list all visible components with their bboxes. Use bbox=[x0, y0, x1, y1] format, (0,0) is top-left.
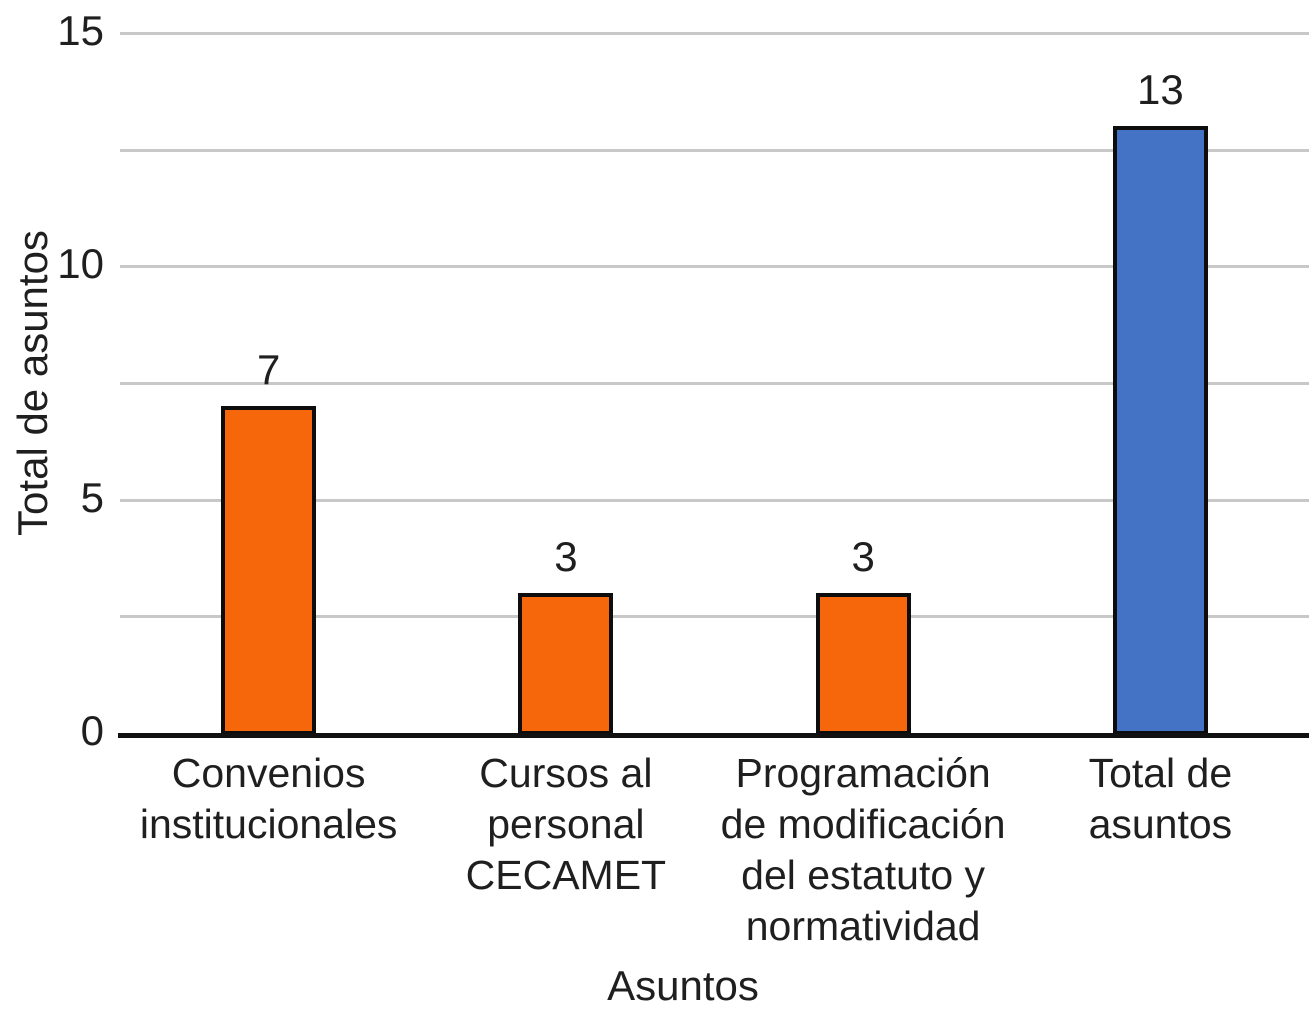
bar-value-label: 13 bbox=[1137, 66, 1184, 113]
bar-0 bbox=[221, 406, 316, 735]
bar-1 bbox=[518, 593, 613, 735]
category-label: Programación de modificación del estatuto … bbox=[683, 748, 1043, 952]
category-label: Total de asuntos bbox=[980, 748, 1309, 850]
category-label-line: Cursos al bbox=[479, 750, 653, 796]
y-axis-title: Total de asuntos bbox=[9, 230, 56, 536]
category-label-line: del estatuto y bbox=[741, 852, 986, 898]
gridline bbox=[120, 615, 1309, 619]
y-tick-label: 5 bbox=[80, 473, 104, 521]
gridline bbox=[120, 148, 1309, 152]
category-label-line: normatividad bbox=[745, 903, 981, 949]
category-label-line: asuntos bbox=[1088, 801, 1233, 847]
category-label-line: de modificación bbox=[720, 801, 1006, 847]
bar-value-label: 3 bbox=[554, 533, 578, 580]
gridline bbox=[120, 382, 1309, 385]
category-label-line: Programación bbox=[735, 750, 991, 796]
category-label-line: CECAMET bbox=[465, 852, 667, 898]
bar-3 bbox=[1113, 126, 1208, 735]
category-label: Convenios institucionales bbox=[89, 748, 449, 850]
gridline bbox=[120, 32, 1309, 35]
category-label-line: personal bbox=[487, 801, 645, 847]
x-axis-title: Asuntos bbox=[607, 962, 759, 1009]
y-tick-label: 10 bbox=[57, 240, 104, 288]
category-label: Cursos al personal CECAMET bbox=[386, 748, 746, 901]
x-axis-line bbox=[118, 733, 1309, 738]
bar-value-label: 7 bbox=[256, 346, 281, 393]
category-label-line: institucionales bbox=[139, 801, 398, 847]
bar-2 bbox=[816, 593, 911, 735]
category-label-line: Total de bbox=[1088, 750, 1233, 796]
bar-value-label: 3 bbox=[851, 533, 875, 580]
y-tick-label: 0 bbox=[80, 707, 104, 755]
gridline bbox=[120, 265, 1309, 269]
category-label-line: Convenios bbox=[171, 750, 366, 796]
y-tick-label: 15 bbox=[57, 7, 104, 55]
gridline bbox=[120, 498, 1309, 502]
